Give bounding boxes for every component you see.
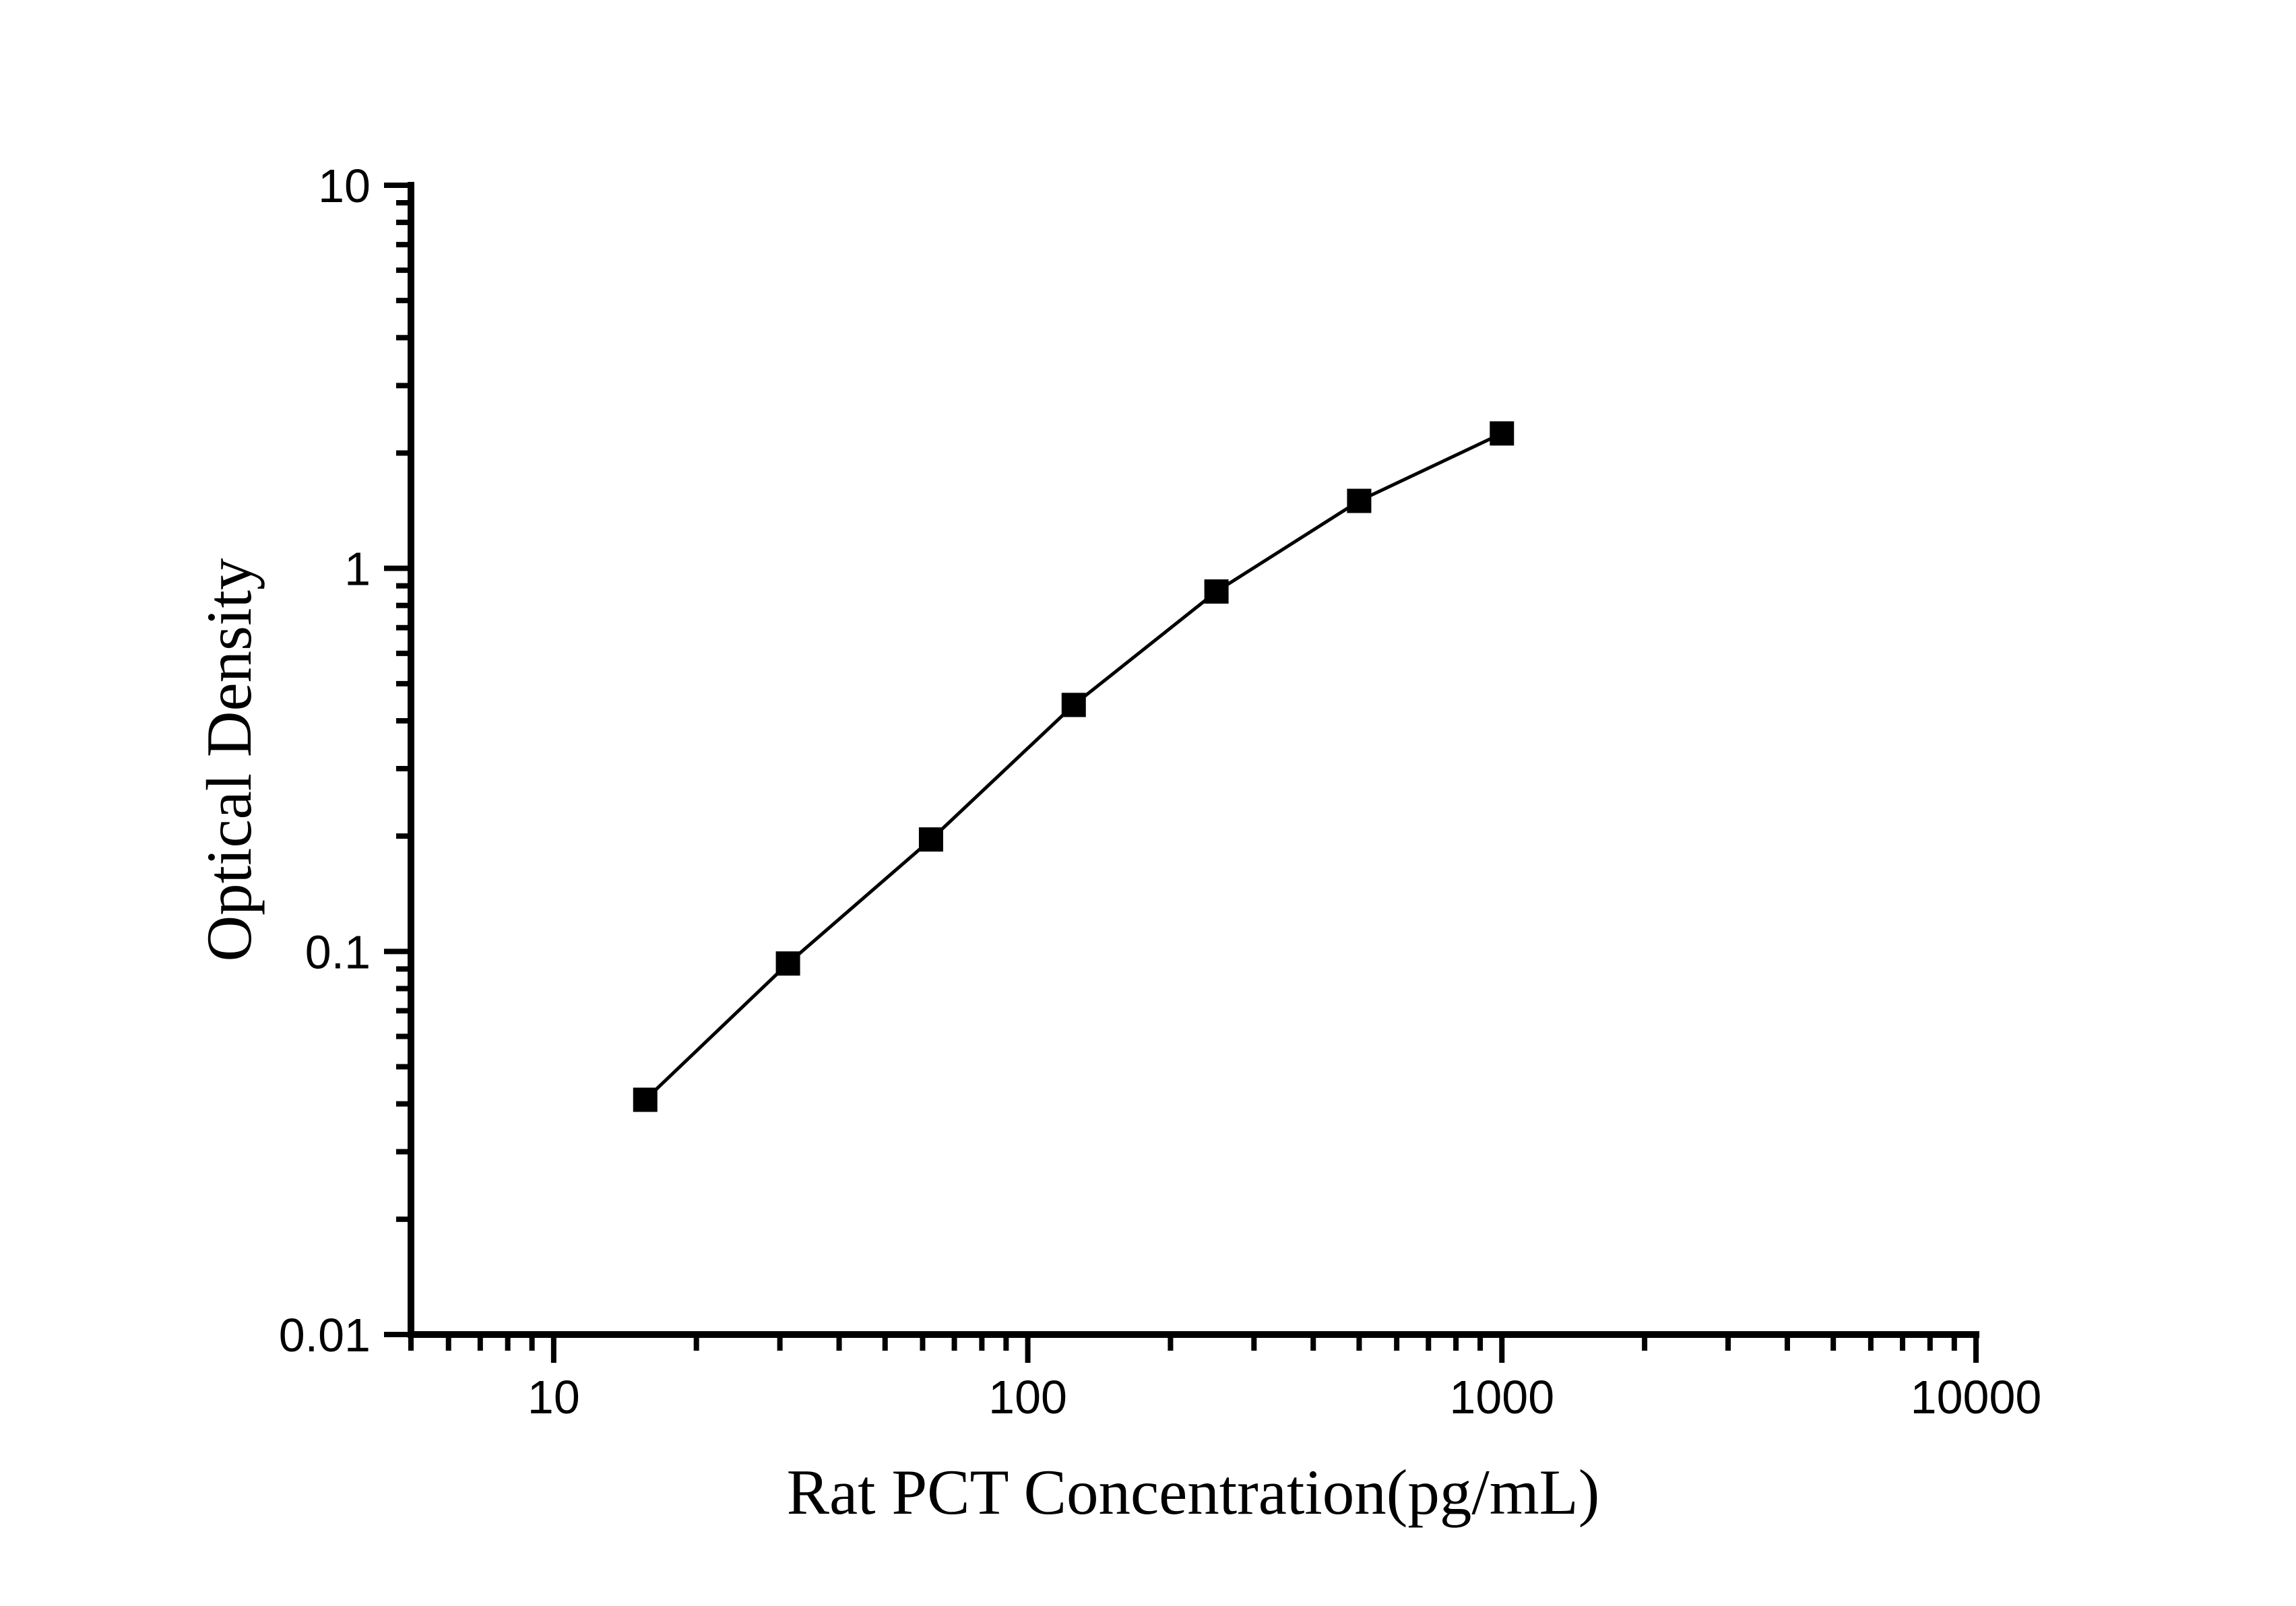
data-point-marker: [1347, 488, 1372, 513]
y-tick-label: 10: [318, 160, 371, 212]
y-tick-label: 0.1: [305, 926, 371, 978]
x-axis-title: Rat PCT Concentration(pg/mL): [787, 1456, 1600, 1528]
y-axis-title: Optical Density: [193, 558, 265, 961]
y-tick-label: 1: [344, 543, 371, 596]
standard-curve-line: [644, 432, 1503, 1101]
data-point-marker: [633, 1087, 658, 1112]
x-tick-label: 100: [988, 1371, 1067, 1423]
x-tick-label: 1000: [1449, 1371, 1554, 1423]
data-point-marker: [775, 951, 800, 976]
y-tick-label: 0.01: [279, 1309, 371, 1361]
data-point-marker: [1061, 693, 1086, 717]
data-point-marker: [1490, 421, 1514, 446]
data-point-marker: [1204, 579, 1229, 604]
data-point-marker: [918, 827, 943, 852]
x-tick-label: 10: [528, 1371, 580, 1423]
x-tick-label: 10000: [1911, 1371, 2042, 1423]
